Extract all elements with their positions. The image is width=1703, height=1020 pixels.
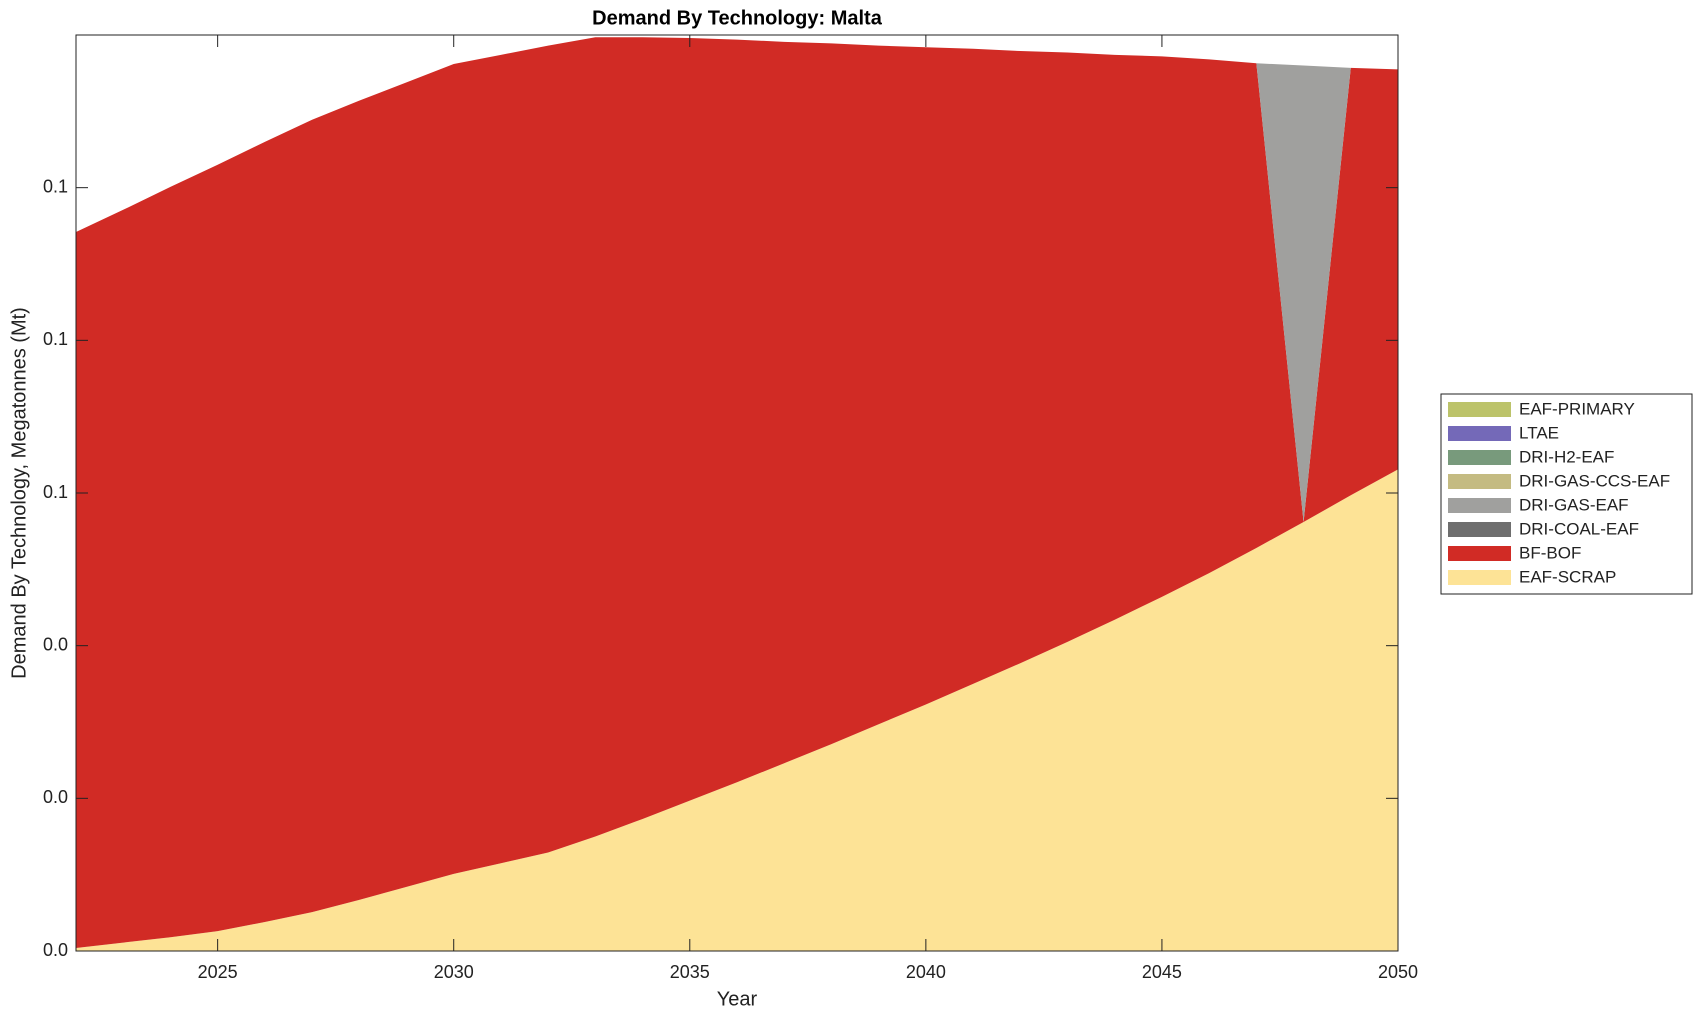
legend-swatch	[1448, 522, 1511, 537]
chart-title: Demand By Technology: Malta	[592, 7, 883, 29]
legend-label: DRI-COAL-EAF	[1519, 519, 1639, 538]
legend-swatch	[1448, 474, 1511, 489]
y-tick-label: 0.0	[43, 787, 68, 807]
x-tick-label: 2040	[906, 962, 946, 982]
area	[76, 469, 1398, 951]
x-axis-label: Year	[717, 988, 758, 1010]
y-tick-label: 0.1	[43, 482, 68, 502]
legend-label: LTAE	[1519, 423, 1559, 442]
y-tick-label: 0.1	[43, 329, 68, 349]
legend-swatch	[1448, 546, 1511, 561]
y-tick-label: 0.1	[43, 176, 68, 196]
legend-swatch	[1448, 426, 1511, 441]
y-axis-label: Demand By Technology, Megatonnes (Mt)	[8, 307, 30, 679]
legend-label: EAF-PRIMARY	[1519, 399, 1635, 418]
legend-label: DRI-GAS-CCS-EAF	[1519, 471, 1670, 490]
legend-label: BF-BOF	[1519, 543, 1581, 562]
y-tick-label: 0.0	[43, 634, 68, 654]
x-tick-label: 2025	[198, 962, 238, 982]
legend-label: DRI-GAS-EAF	[1519, 495, 1629, 514]
legend-label: EAF-SCRAP	[1519, 567, 1616, 586]
x-tick-label: 2050	[1378, 962, 1418, 982]
legend-box	[1440, 393, 1693, 595]
x-tick-label: 2030	[434, 962, 474, 982]
area	[76, 37, 1398, 948]
x-tick-label: 2035	[670, 962, 710, 982]
legend-swatch	[1448, 570, 1511, 585]
legend-swatch	[1448, 498, 1511, 513]
area	[76, 37, 1398, 523]
legend-label: DRI-H2-EAF	[1519, 447, 1614, 466]
legend-swatch	[1448, 450, 1511, 465]
y-tick-label: 0.0	[43, 940, 68, 960]
legend-swatch	[1448, 402, 1511, 417]
x-tick-label: 2045	[1142, 962, 1182, 982]
